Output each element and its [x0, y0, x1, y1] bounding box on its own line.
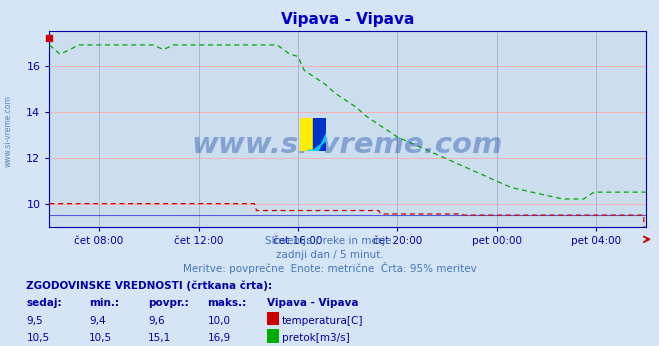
Polygon shape	[308, 134, 326, 151]
Text: Slovenija / reke in morje.: Slovenija / reke in morje.	[264, 236, 395, 246]
Text: 9,6: 9,6	[148, 316, 165, 326]
Text: sedaj:: sedaj:	[26, 298, 62, 308]
Text: Meritve: povprečne  Enote: metrične  Črta: 95% meritev: Meritve: povprečne Enote: metrične Črta:…	[183, 262, 476, 274]
Text: ZGODOVINSKE VREDNOSTI (črtkana črta):: ZGODOVINSKE VREDNOSTI (črtkana črta):	[26, 280, 272, 291]
Text: Vipava - Vipava: Vipava - Vipava	[267, 298, 358, 308]
Text: www.si-vreme.com: www.si-vreme.com	[3, 95, 13, 167]
Polygon shape	[300, 118, 313, 151]
Text: 15,1: 15,1	[148, 333, 171, 343]
Text: 9,4: 9,4	[89, 316, 105, 326]
Text: 10,5: 10,5	[26, 333, 49, 343]
Text: zadnji dan / 5 minut.: zadnji dan / 5 minut.	[275, 250, 384, 260]
Text: pretok[m3/s]: pretok[m3/s]	[282, 333, 350, 343]
Text: www.si-vreme.com: www.si-vreme.com	[192, 130, 503, 158]
Text: min.:: min.:	[89, 298, 119, 308]
Text: maks.:: maks.:	[208, 298, 247, 308]
Text: povpr.:: povpr.:	[148, 298, 189, 308]
Text: temperatura[C]: temperatura[C]	[282, 316, 364, 326]
Polygon shape	[313, 118, 326, 151]
Text: 9,5: 9,5	[26, 316, 43, 326]
Title: Vipava - Vipava: Vipava - Vipava	[281, 12, 415, 27]
Text: 16,9: 16,9	[208, 333, 231, 343]
Text: 10,0: 10,0	[208, 316, 231, 326]
Text: 10,5: 10,5	[89, 333, 112, 343]
